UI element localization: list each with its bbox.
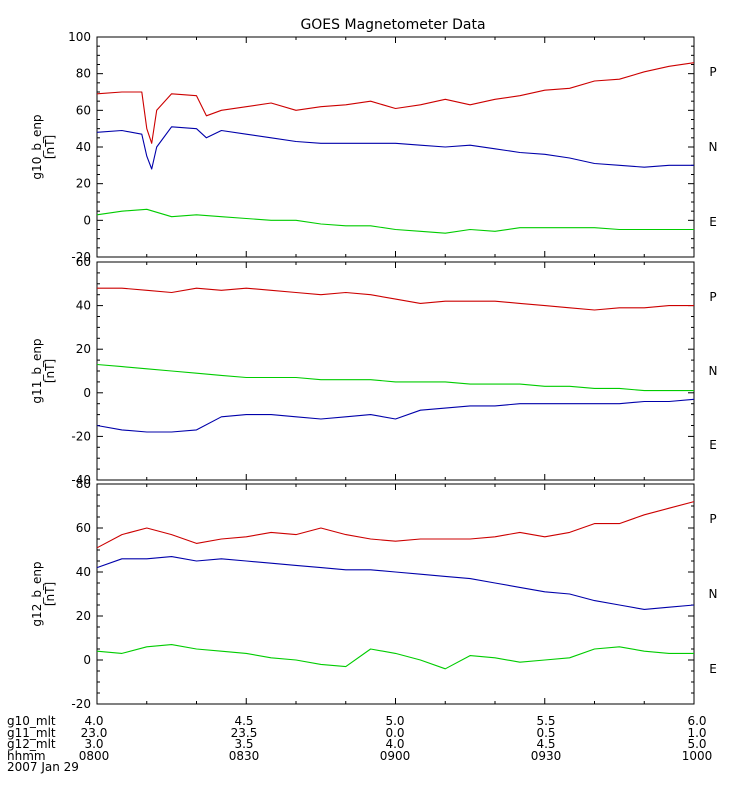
footer-row: g10_mlt 4.0 4.5 5.0 5.5 6.0	[7, 714, 747, 728]
legend-label-n: N	[709, 364, 718, 378]
y-tick-label: 0	[83, 653, 91, 667]
y-tick-label: 80	[76, 477, 91, 491]
y-tick-label: 60	[76, 521, 91, 535]
y-tick-label: 60	[76, 255, 91, 269]
y-axis-unit: [nT]	[43, 135, 57, 159]
footer-value: 1000	[681, 748, 713, 763]
date-label: 2007 Jan 29	[7, 760, 79, 774]
footer-value: 4.5	[536, 737, 556, 751]
footer-row: g11_mlt 23.0 23.5 0.0 0.5 1.0	[7, 725, 747, 740]
series-line-n	[96, 126, 694, 170]
footer-row: hhmm 0800 0830 0900 0930 1000	[7, 748, 747, 763]
y-tick-label: -20	[71, 429, 91, 443]
y-tick-label: 40	[76, 565, 91, 579]
footer-value: 0930	[530, 748, 562, 763]
y-tick-label: -20	[71, 697, 91, 711]
footer-value: 5.5	[536, 714, 556, 728]
footer-row-label: g12_mlt	[7, 737, 56, 751]
series-line-p	[97, 287, 694, 311]
footer-value: 0830	[228, 748, 260, 763]
legend-label-n: N	[709, 140, 718, 154]
y-axis-unit: [nT]	[43, 359, 57, 383]
footer-value: 4.0	[385, 737, 405, 751]
y-axis-label: g12_b_enp	[30, 561, 44, 626]
footer-value: 0800	[78, 748, 110, 763]
footer-row: g12_mlt 3.0 3.5 4.0 4.5 5.0	[7, 737, 747, 751]
y-tick-label: 20	[76, 609, 91, 623]
footer-value: 6.0	[687, 714, 707, 728]
y-tick-label: 40	[76, 299, 91, 313]
plot-frame	[96, 261, 695, 481]
footer-value: 3.0	[84, 737, 104, 751]
footer-value: 0.5	[536, 725, 556, 740]
y-axis-unit: [nT]	[43, 582, 57, 606]
y-axis-label: g11_b_enp	[30, 338, 44, 403]
series-line-e	[96, 208, 694, 234]
y-tick-label: 0	[83, 386, 91, 400]
footer-row-label: g11_mlt	[7, 725, 56, 740]
y-tick-label: 80	[76, 67, 91, 81]
y-tick-label: 60	[76, 103, 91, 117]
footer-row-label: hhmm	[7, 748, 46, 763]
footer-value: 5.0	[385, 714, 405, 728]
panel-2: -40 -20 0 20 40 60 g11_b_enp [nT] P N E	[30, 255, 717, 487]
footer-value: 0.0	[385, 725, 405, 740]
footer-value: 5.0	[687, 737, 707, 751]
legend-label-e: E	[709, 215, 717, 229]
legend-label-p: P	[709, 512, 716, 526]
legend-label-p: P	[709, 65, 716, 79]
y-tick-label: 40	[76, 140, 91, 154]
series-line-n	[96, 556, 695, 610]
series-line-p	[96, 501, 695, 549]
y-tick-label: 20	[76, 177, 91, 191]
y-tick-label: 20	[76, 342, 91, 356]
y-tick-label: 100	[68, 30, 91, 44]
legend-label-p: P	[709, 290, 716, 304]
footer-value: 0900	[379, 748, 411, 763]
time-axis-footer: g10_mlt 4.0 4.5 5.0 5.5 6.0 g11_mlt 23.0 23.5 0.0…	[7, 714, 747, 796]
legend-label-e: E	[709, 438, 717, 452]
footer-value: 1.0	[687, 725, 707, 740]
y-tick-label: -20	[71, 250, 91, 264]
footer-value: 4.0	[84, 714, 104, 728]
footer-value: 23.5	[230, 725, 258, 740]
plot-frame	[96, 36, 695, 258]
footer-value: 23.0	[80, 725, 108, 740]
footer-value: 3.5	[234, 737, 254, 751]
chart-title: GOES Magnetometer Data	[300, 17, 485, 33]
y-tick-label: -40	[71, 473, 91, 487]
series-line-n	[96, 363, 694, 392]
y-tick-label: 0	[83, 213, 91, 227]
footer-row-label: g10_mlt	[7, 714, 56, 728]
y-axis-label: g10_b_enp	[30, 114, 44, 179]
legend-label-e: E	[709, 662, 717, 676]
panel-1: -20 0 20 40 60 80 100 g10_b_enp [nT] P N E	[30, 30, 717, 264]
series-line-e	[96, 644, 694, 670]
series-line-p	[96, 62, 695, 144]
series-line-e	[96, 398, 695, 433]
plot-frame	[96, 483, 695, 705]
legend-label-n: N	[709, 587, 718, 601]
footer-value: 4.5	[234, 714, 254, 728]
panel-3: -20 0 20 40 60 80 g12_b_enp [nT] P N E	[30, 477, 717, 711]
